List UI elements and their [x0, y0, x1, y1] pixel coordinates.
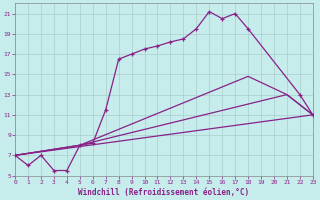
X-axis label: Windchill (Refroidissement éolien,°C): Windchill (Refroidissement éolien,°C) — [78, 188, 250, 197]
